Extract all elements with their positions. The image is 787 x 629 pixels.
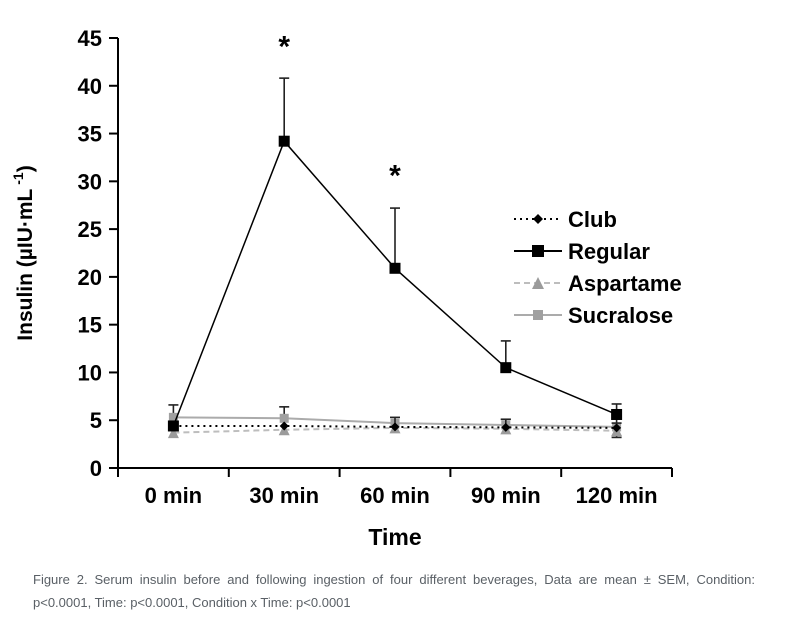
significance-asterisk-0: * [278,31,290,64]
data-point-club-4 [612,423,622,433]
data-point-regular-3 [500,362,512,374]
x-tick-label: 60 min [360,483,430,508]
legend-label-sucralose: Sucralose [568,303,673,328]
legend-swatch-marker [532,245,544,257]
y-tick-label: 20 [78,265,102,290]
data-point-sucralose-1 [279,413,289,423]
y-tick-label: 0 [90,456,102,481]
y-tick-label: 10 [78,360,102,385]
data-point-regular-1 [278,135,290,147]
y-tick-label: 30 [78,169,102,194]
figure-caption-line1: Figure 2. Serum insulin before and follo… [33,572,755,587]
chart-canvas: 0 5 10 15 20 25 30 35 40 45 0 min 30 min 60 min 90 mi… [10,26,682,550]
legend-item-aspartame: Aspartame [514,271,682,296]
y-tick-label: 45 [78,26,102,51]
data-point-club-3 [501,422,511,432]
legend-label-club: Club [568,207,617,232]
legend-swatch-marker [532,277,544,289]
data-point-club-1 [279,421,289,431]
data-point-club-2 [390,422,400,432]
legend-label-regular: Regular [568,239,650,264]
y-tick-label: 5 [90,408,102,433]
x-tick-label: 0 min [145,483,202,508]
legend-swatch-marker [533,310,543,320]
legend-item-sucralose: Sucralose [514,303,673,328]
significance-asterisk-1: * [389,160,401,193]
data-point-aspartame-0 [167,427,179,439]
x-axis-title: Time [368,524,421,550]
x-tick-label: 30 min [249,483,319,508]
figure-caption-line2: p<0.0001, Time: p<0.0001, Condition x Ti… [33,595,351,610]
y-tick-label: 40 [78,74,102,99]
legend: Club Regular Aspartame Sucralose [514,207,682,328]
y-axis-title: Insulin (µIU·mL -1) [10,165,37,340]
y-tick-label: 15 [78,313,102,338]
legend-swatch-marker [533,214,543,224]
data-point-regular-2 [389,262,401,274]
insulin-line-chart: 0 5 10 15 20 25 30 35 40 45 0 min 30 min 60 min 90 mi… [10,26,682,550]
data-point-regular-0 [167,420,179,432]
legend-item-regular: Regular [514,239,650,264]
figure-caption: Figure 2. Serum insulin before and follo… [33,568,755,614]
legend-label-aspartame: Aspartame [568,271,682,296]
x-tick-label: 120 min [576,483,658,508]
data-point-sucralose-0 [168,412,178,422]
y-tick-label: 35 [78,122,102,147]
data-point-regular-4 [611,408,623,420]
legend-item-club: Club [514,207,617,232]
series-line-club [173,424,617,429]
y-tick-label: 25 [78,217,102,242]
x-tick-label: 90 min [471,483,541,508]
series-regular [167,77,623,432]
